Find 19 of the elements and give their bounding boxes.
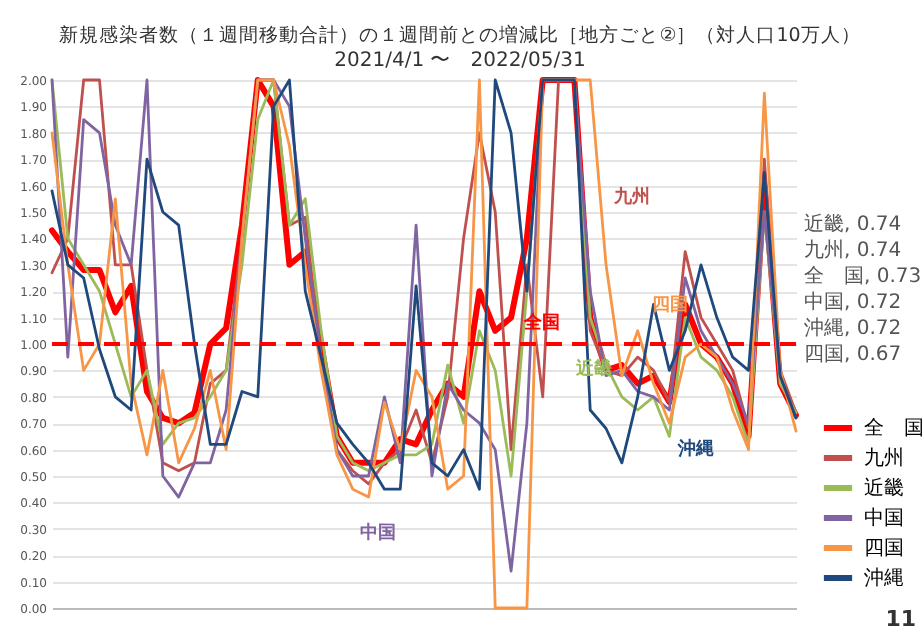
annotation: 四国 [652, 294, 688, 316]
legend-label: 九州 [864, 446, 904, 470]
text: 近畿, 0.74 [804, 212, 902, 236]
text: 九州, 0.74 [804, 238, 902, 262]
annotation: 沖縄 [676, 438, 714, 460]
text: 沖縄, 0.72 [804, 316, 902, 340]
annotation: 中国 [360, 522, 396, 544]
legend-label: 沖縄 [864, 566, 904, 590]
text: 中国, 0.72 [804, 290, 902, 314]
chart-title: 新規感染者数（１週間移動合計）の１週間前との増減比［地方ごと②］（対人口10万人） [59, 23, 861, 47]
annotation: 九州 [612, 186, 650, 208]
legend-label: 中国 [864, 506, 904, 530]
legend-label: 近畿 [864, 476, 904, 500]
legend-label: 四国 [864, 538, 904, 560]
chart-subtitle: 2021/4/1 〜 2022/05/31 [334, 50, 586, 72]
text: 11 [885, 606, 916, 632]
text: 四国, 0.67 [804, 344, 902, 366]
text: 全 国, 0.73 [804, 264, 922, 288]
legend-label: 全 国 [864, 416, 924, 440]
